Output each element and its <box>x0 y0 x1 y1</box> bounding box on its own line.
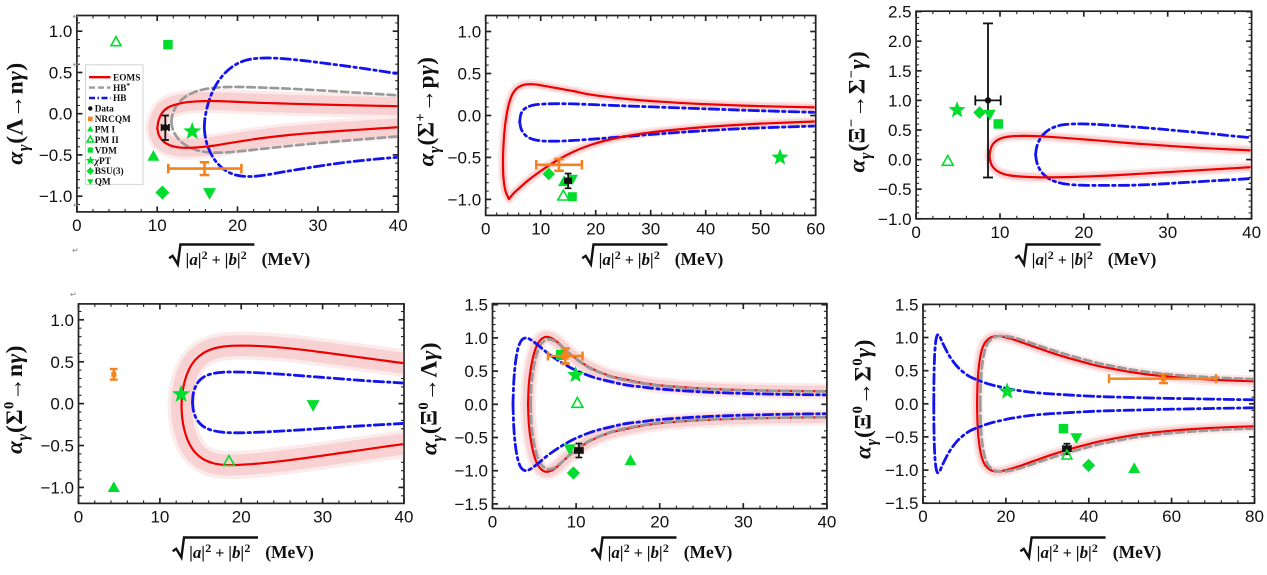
svg-text:(MeV): (MeV) <box>684 542 733 562</box>
svg-text:0.0: 0.0 <box>888 151 912 170</box>
svg-text:HB*: HB* <box>113 82 130 94</box>
svg-text:0.5: 0.5 <box>50 353 74 372</box>
svg-text:1.5: 1.5 <box>895 295 919 314</box>
svg-text:−0.5: −0.5 <box>885 428 919 447</box>
svg-text:30: 30 <box>1158 223 1177 242</box>
svg-text:0: 0 <box>72 216 81 235</box>
svg-text:20: 20 <box>228 216 247 235</box>
svg-text:0.0: 0.0 <box>49 105 73 124</box>
svg-text:−1.5: −1.5 <box>885 494 919 513</box>
svg-text:20: 20 <box>996 507 1015 526</box>
svg-text:1.5: 1.5 <box>464 296 488 315</box>
svg-text:|a|2 + |b|2: |a|2 + |b|2 <box>1037 541 1098 562</box>
svg-text:1.0: 1.0 <box>50 311 74 330</box>
svg-text:(MeV): (MeV) <box>675 249 724 269</box>
svg-text:|a|2 + |b|2: |a|2 + |b|2 <box>1032 248 1093 269</box>
svg-text:↵: ↵ <box>70 290 77 299</box>
svg-text:PM I: PM I <box>95 126 116 136</box>
svg-text:40: 40 <box>395 507 414 526</box>
svg-text:−1.0: −1.0 <box>454 462 488 481</box>
svg-text:60: 60 <box>806 219 825 238</box>
svg-text:−1.0: −1.0 <box>878 210 912 229</box>
svg-text:|a|2 + |b|2: |a|2 + |b|2 <box>189 541 250 562</box>
svg-text:−1.0: −1.0 <box>885 461 919 480</box>
svg-text:20: 20 <box>1074 223 1093 242</box>
svg-text:(MeV): (MeV) <box>262 249 311 269</box>
svg-text:−0.5: −0.5 <box>454 429 488 448</box>
svg-text:10: 10 <box>991 223 1010 242</box>
svg-text:0.5: 0.5 <box>49 64 73 83</box>
svg-text:0.0: 0.0 <box>50 395 74 414</box>
svg-text:|a|2 + |b|2: |a|2 + |b|2 <box>186 248 247 269</box>
svg-text:10: 10 <box>531 219 550 238</box>
svg-text:−0.5: −0.5 <box>39 146 73 165</box>
svg-text:QM: QM <box>95 178 111 188</box>
svg-text:20: 20 <box>650 513 669 532</box>
svg-text:BSU(3): BSU(3) <box>95 166 124 177</box>
svg-text:PM II: PM II <box>95 136 119 146</box>
svg-text:Data: Data <box>95 105 114 115</box>
svg-text:0: 0 <box>918 507 927 526</box>
svg-text:EOMS: EOMS <box>113 73 140 83</box>
svg-text:1.5: 1.5 <box>888 62 912 81</box>
svg-text:40: 40 <box>1242 223 1261 242</box>
svg-text:↵: ↵ <box>73 12 80 21</box>
svg-text:|a|2 + |b|2: |a|2 + |b|2 <box>608 541 669 562</box>
svg-text:30: 30 <box>734 513 753 532</box>
svg-text:−0.5: −0.5 <box>448 148 482 167</box>
svg-text:VDM: VDM <box>95 146 117 156</box>
svg-text:−0.5: −0.5 <box>878 180 912 199</box>
svg-text:0.5: 0.5 <box>458 65 482 84</box>
svg-text:40: 40 <box>389 216 408 235</box>
svg-text:60: 60 <box>1162 507 1181 526</box>
svg-text:0.0: 0.0 <box>895 395 919 414</box>
svg-text:−1.0: −1.0 <box>40 478 74 497</box>
svg-text:(MeV): (MeV) <box>265 542 314 562</box>
svg-text:0.0: 0.0 <box>458 107 482 126</box>
svg-text:−1.5: −1.5 <box>454 495 488 514</box>
svg-text:20: 20 <box>586 219 605 238</box>
svg-text:↵: ↵ <box>72 246 79 255</box>
svg-text:χPT: χPT <box>93 157 112 167</box>
svg-text:−1.0: −1.0 <box>448 190 482 209</box>
svg-text:40: 40 <box>1079 507 1098 526</box>
svg-text:0.5: 0.5 <box>464 362 488 381</box>
svg-text:0.5: 0.5 <box>888 121 912 140</box>
svg-text:NRCQM: NRCQM <box>95 115 131 125</box>
svg-text:40: 40 <box>817 513 836 532</box>
svg-text:1.0: 1.0 <box>458 23 482 42</box>
svg-text:(MeV): (MeV) <box>1108 249 1157 269</box>
svg-text:30: 30 <box>641 219 660 238</box>
svg-text:40: 40 <box>696 219 715 238</box>
svg-text:0: 0 <box>74 507 83 526</box>
svg-text:1.0: 1.0 <box>888 91 912 110</box>
svg-text:20: 20 <box>232 507 251 526</box>
svg-text:50: 50 <box>751 219 770 238</box>
svg-text:|a|2 + |b|2: |a|2 + |b|2 <box>599 248 660 269</box>
svg-text:1.0: 1.0 <box>464 329 488 348</box>
svg-text:0.5: 0.5 <box>895 362 919 381</box>
svg-text:↵: ↵ <box>73 60 80 69</box>
svg-text:0: 0 <box>911 223 920 242</box>
svg-text:↵: ↵ <box>73 201 80 210</box>
svg-text:0: 0 <box>481 219 490 238</box>
svg-text:−0.5: −0.5 <box>40 437 74 456</box>
svg-text:30: 30 <box>308 216 327 235</box>
svg-text:(MeV): (MeV) <box>1113 542 1162 562</box>
svg-text:30: 30 <box>313 507 332 526</box>
svg-text:0: 0 <box>488 513 497 532</box>
svg-text:10: 10 <box>148 216 167 235</box>
svg-text:2.0: 2.0 <box>888 32 912 51</box>
svg-text:2.5: 2.5 <box>888 3 912 22</box>
svg-text:10: 10 <box>150 507 169 526</box>
svg-text:10: 10 <box>567 513 586 532</box>
svg-text:HB: HB <box>113 94 126 104</box>
svg-text:80: 80 <box>1245 507 1264 526</box>
svg-text:1.0: 1.0 <box>895 329 919 348</box>
svg-text:0.0: 0.0 <box>464 395 488 414</box>
svg-text:−1.0: −1.0 <box>39 187 73 206</box>
svg-text:1.0: 1.0 <box>49 22 73 41</box>
